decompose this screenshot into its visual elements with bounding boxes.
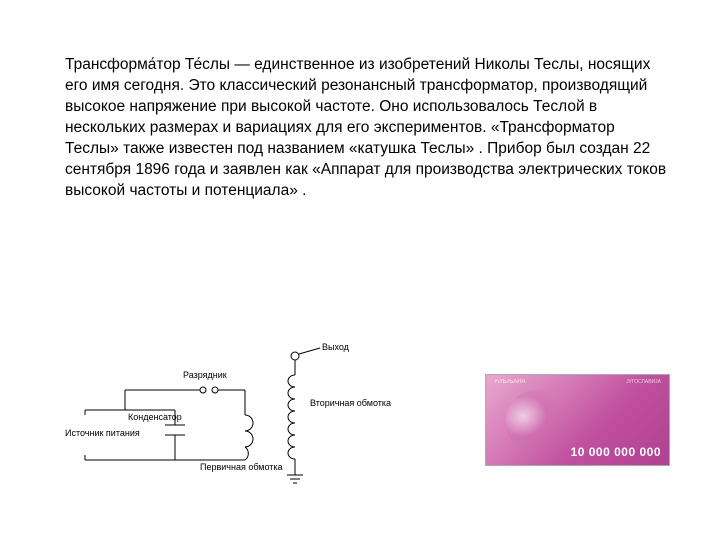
banknote-top-left: ЋУБЉАНА bbox=[494, 379, 526, 385]
circuit-diagram: Источник питания Разрядник Конденсатор П… bbox=[65, 340, 385, 500]
label-primary: Первичная обмотка bbox=[200, 462, 260, 472]
label-source: Источник питания bbox=[65, 428, 115, 438]
main-paragraph: Трансформа́тор Те́слы — единственное из … bbox=[65, 55, 670, 201]
banknote-top-right: ЈУГОСЛАВИЈА bbox=[626, 379, 661, 385]
label-capacitor: Конденсатор bbox=[128, 412, 182, 422]
circuit-svg bbox=[65, 340, 385, 500]
label-output: Выход bbox=[322, 342, 349, 352]
content-area: Трансформа́тор Те́слы — единственное из … bbox=[0, 0, 720, 201]
label-secondary: Вторичная обмотка bbox=[310, 398, 365, 408]
figures-row: Источник питания Разрядник Конденсатор П… bbox=[65, 340, 670, 500]
banknote-image: ЋУБЉАНА ЈУГОСЛАВИЈА 10 000 000 000 bbox=[485, 374, 670, 466]
banknote-value: 10 000 000 000 bbox=[571, 445, 661, 459]
label-discharger: Разрядник bbox=[183, 370, 227, 380]
